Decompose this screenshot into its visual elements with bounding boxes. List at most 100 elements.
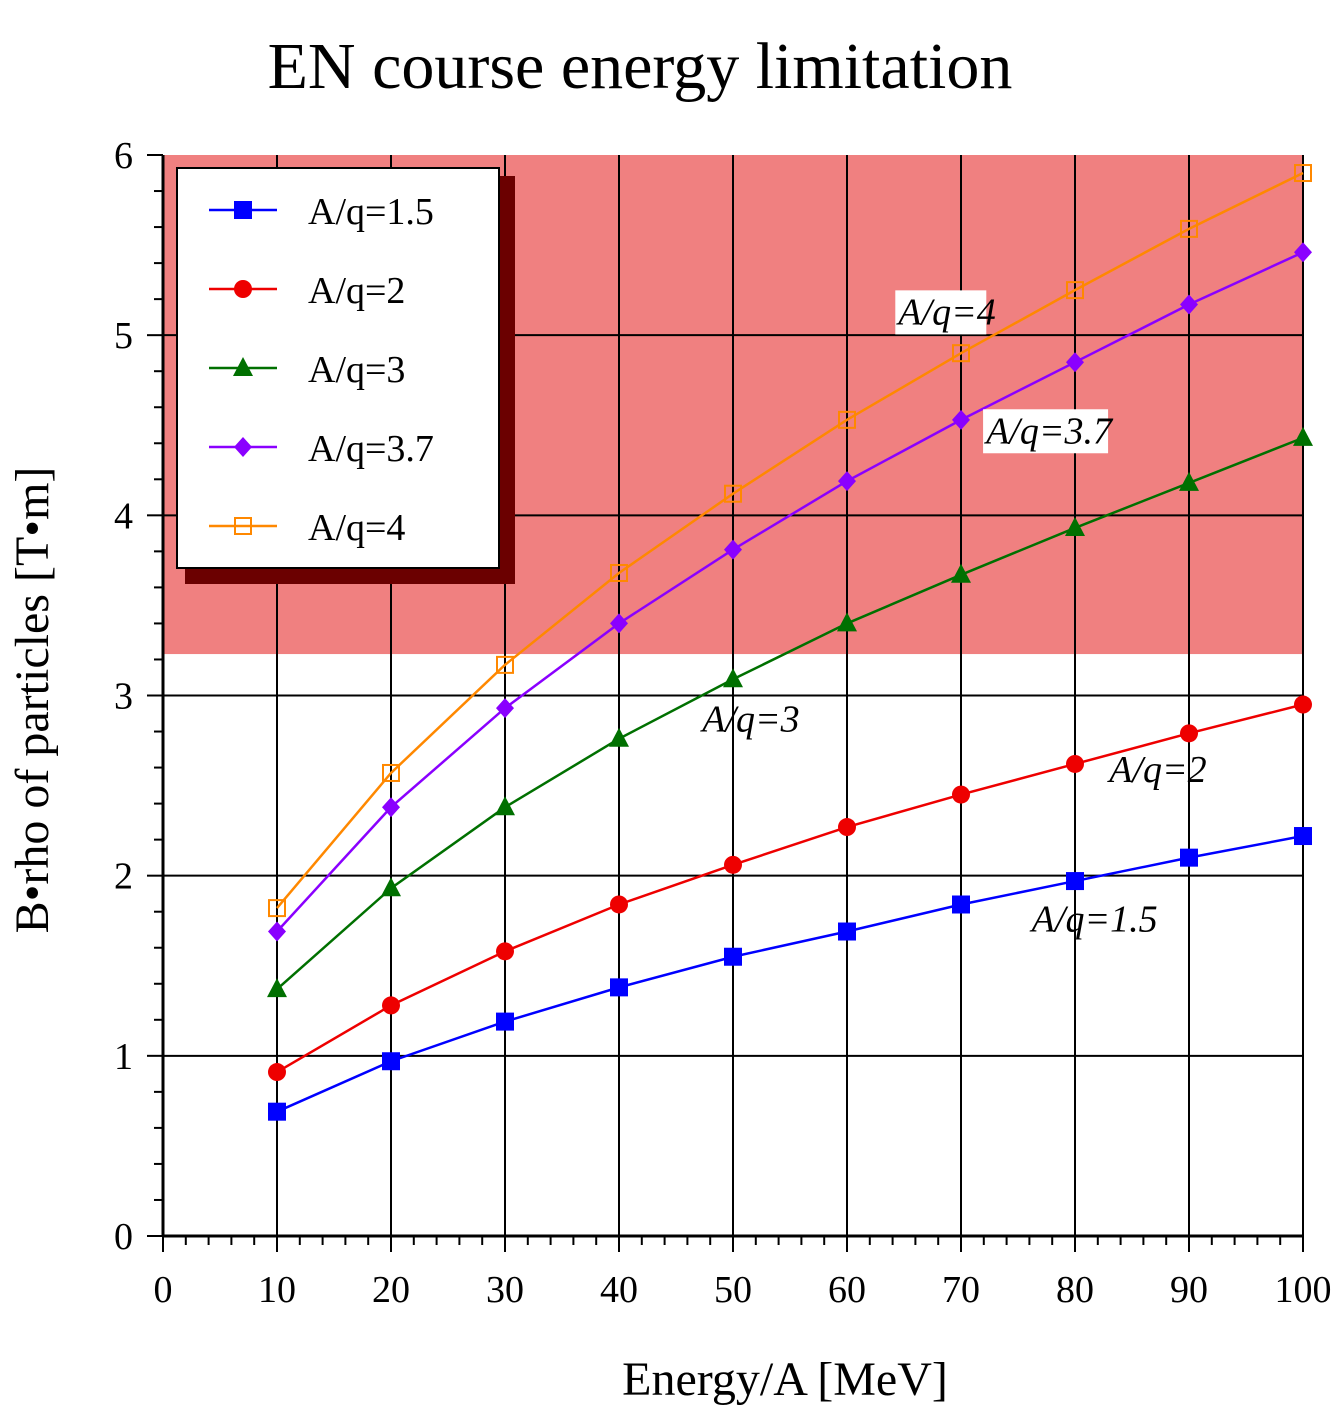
data-point bbox=[951, 563, 971, 583]
data-point bbox=[496, 698, 514, 719]
x-axis-title: Energy/A [MeV] bbox=[622, 1353, 948, 1406]
series-annotation: A/q=3 bbox=[699, 699, 799, 741]
tick-layer: 0 10 20 30 40 50 60 70 80 90 100 0 1 2 3 4 5 6 bbox=[114, 135, 1332, 1311]
data-point bbox=[610, 613, 628, 634]
legend-item: A/q=1.5 bbox=[209, 191, 434, 233]
data-point bbox=[382, 763, 400, 782]
data-point bbox=[952, 344, 970, 363]
y-tick-label: 4 bbox=[114, 495, 133, 537]
y-tick-label: 0 bbox=[114, 1216, 133, 1258]
y-axis-title: B•rho of particles [T•m] bbox=[6, 467, 59, 934]
series-annotation: A/q=3.7 bbox=[983, 410, 1114, 452]
data-point bbox=[1065, 516, 1085, 536]
data-point bbox=[1180, 724, 1198, 743]
legend-marker bbox=[234, 437, 252, 457]
x-tick-label: 70 bbox=[942, 1269, 980, 1311]
data-point bbox=[952, 409, 970, 430]
data-point bbox=[724, 539, 742, 560]
data-point bbox=[495, 796, 515, 816]
data-point bbox=[952, 895, 970, 914]
x-tick-label: 50 bbox=[714, 1269, 752, 1311]
data-point bbox=[1066, 352, 1084, 373]
data-point bbox=[1294, 827, 1312, 846]
chart-title: EN course energy limitation bbox=[268, 30, 1013, 103]
x-tick-label: 20 bbox=[372, 1269, 410, 1311]
x-tick-label: 60 bbox=[828, 1269, 866, 1311]
data-point bbox=[1294, 695, 1312, 714]
series-2 bbox=[268, 695, 1312, 1082]
data-point bbox=[1066, 281, 1084, 300]
series-layer bbox=[267, 164, 1313, 1121]
annotation-box bbox=[983, 409, 1109, 454]
legend-marker bbox=[233, 357, 253, 376]
series-line bbox=[276, 834, 1304, 1113]
data-point bbox=[1293, 426, 1313, 446]
legend-item: A/q=3.7 bbox=[209, 428, 434, 470]
legend-item: A/q=4 bbox=[209, 507, 405, 549]
x-tick-label: 90 bbox=[1170, 1269, 1208, 1311]
series-annotation: A/q=2 bbox=[1106, 749, 1206, 791]
series-line bbox=[276, 251, 1304, 933]
data-point bbox=[267, 978, 287, 998]
series-line bbox=[276, 436, 1304, 991]
data-point bbox=[723, 668, 743, 688]
x-tick-label: 0 bbox=[154, 1269, 173, 1311]
data-point bbox=[724, 855, 742, 874]
data-point bbox=[496, 942, 514, 961]
series-line bbox=[276, 703, 1304, 1074]
data-point bbox=[838, 818, 856, 837]
data-point bbox=[496, 655, 514, 674]
data-point bbox=[496, 1012, 514, 1031]
data-point bbox=[837, 612, 857, 632]
y-tick-label: 1 bbox=[114, 1036, 133, 1078]
legend-label: A/q=3.7 bbox=[308, 428, 434, 470]
data-point bbox=[1180, 848, 1198, 867]
series-1 bbox=[268, 827, 1312, 1121]
series-4 bbox=[268, 242, 1312, 942]
y-tick-label: 3 bbox=[114, 676, 133, 718]
x-tick-label: 80 bbox=[1056, 1269, 1094, 1311]
data-point bbox=[382, 1052, 400, 1071]
legend-item: A/q=2 bbox=[209, 270, 405, 312]
legend-label: A/q=1.5 bbox=[308, 191, 434, 233]
annotation-box bbox=[895, 290, 987, 335]
legend-item: A/q=3 bbox=[209, 349, 405, 391]
data-point bbox=[838, 471, 856, 492]
data-point bbox=[610, 978, 628, 997]
legend-marker bbox=[234, 201, 252, 219]
data-point bbox=[952, 785, 970, 804]
series-annotation: A/q=4 bbox=[895, 291, 995, 333]
x-tick-label: 100 bbox=[1275, 1269, 1332, 1311]
data-point bbox=[1294, 242, 1312, 263]
data-point bbox=[268, 921, 286, 942]
data-point bbox=[381, 877, 401, 897]
x-tick-label: 30 bbox=[486, 1269, 524, 1311]
data-point bbox=[268, 1063, 286, 1082]
y-tick-label: 6 bbox=[114, 135, 133, 177]
series-line bbox=[276, 171, 1304, 909]
legend-marker bbox=[234, 280, 252, 298]
data-point bbox=[268, 899, 286, 918]
series-5 bbox=[268, 164, 1312, 918]
annotation-layer: A/q=4 A/q=3.7 A/q=3 A/q=2 A/q=1.5 bbox=[699, 290, 1207, 941]
data-point bbox=[1066, 872, 1084, 891]
data-point bbox=[382, 996, 400, 1015]
data-point bbox=[610, 895, 628, 914]
data-point bbox=[1180, 219, 1198, 238]
data-point bbox=[610, 563, 628, 582]
legend: A/q=1.5 A/q=2 A/q=3 A/q=3.7 A/q=4 bbox=[176, 167, 515, 584]
legend-label: A/q=2 bbox=[308, 270, 405, 312]
y-tick-label: 5 bbox=[114, 315, 133, 357]
x-tick-label: 10 bbox=[258, 1269, 296, 1311]
data-point bbox=[838, 922, 856, 941]
data-point bbox=[1179, 471, 1199, 491]
legend-label: A/q=4 bbox=[308, 507, 405, 549]
data-point bbox=[1066, 754, 1084, 773]
x-tick-label: 40 bbox=[600, 1269, 638, 1311]
data-point bbox=[1294, 164, 1312, 183]
data-point bbox=[1180, 294, 1198, 315]
legend-label: A/q=3 bbox=[308, 349, 405, 391]
data-point bbox=[724, 947, 742, 966]
y-tick-label: 2 bbox=[114, 856, 133, 898]
